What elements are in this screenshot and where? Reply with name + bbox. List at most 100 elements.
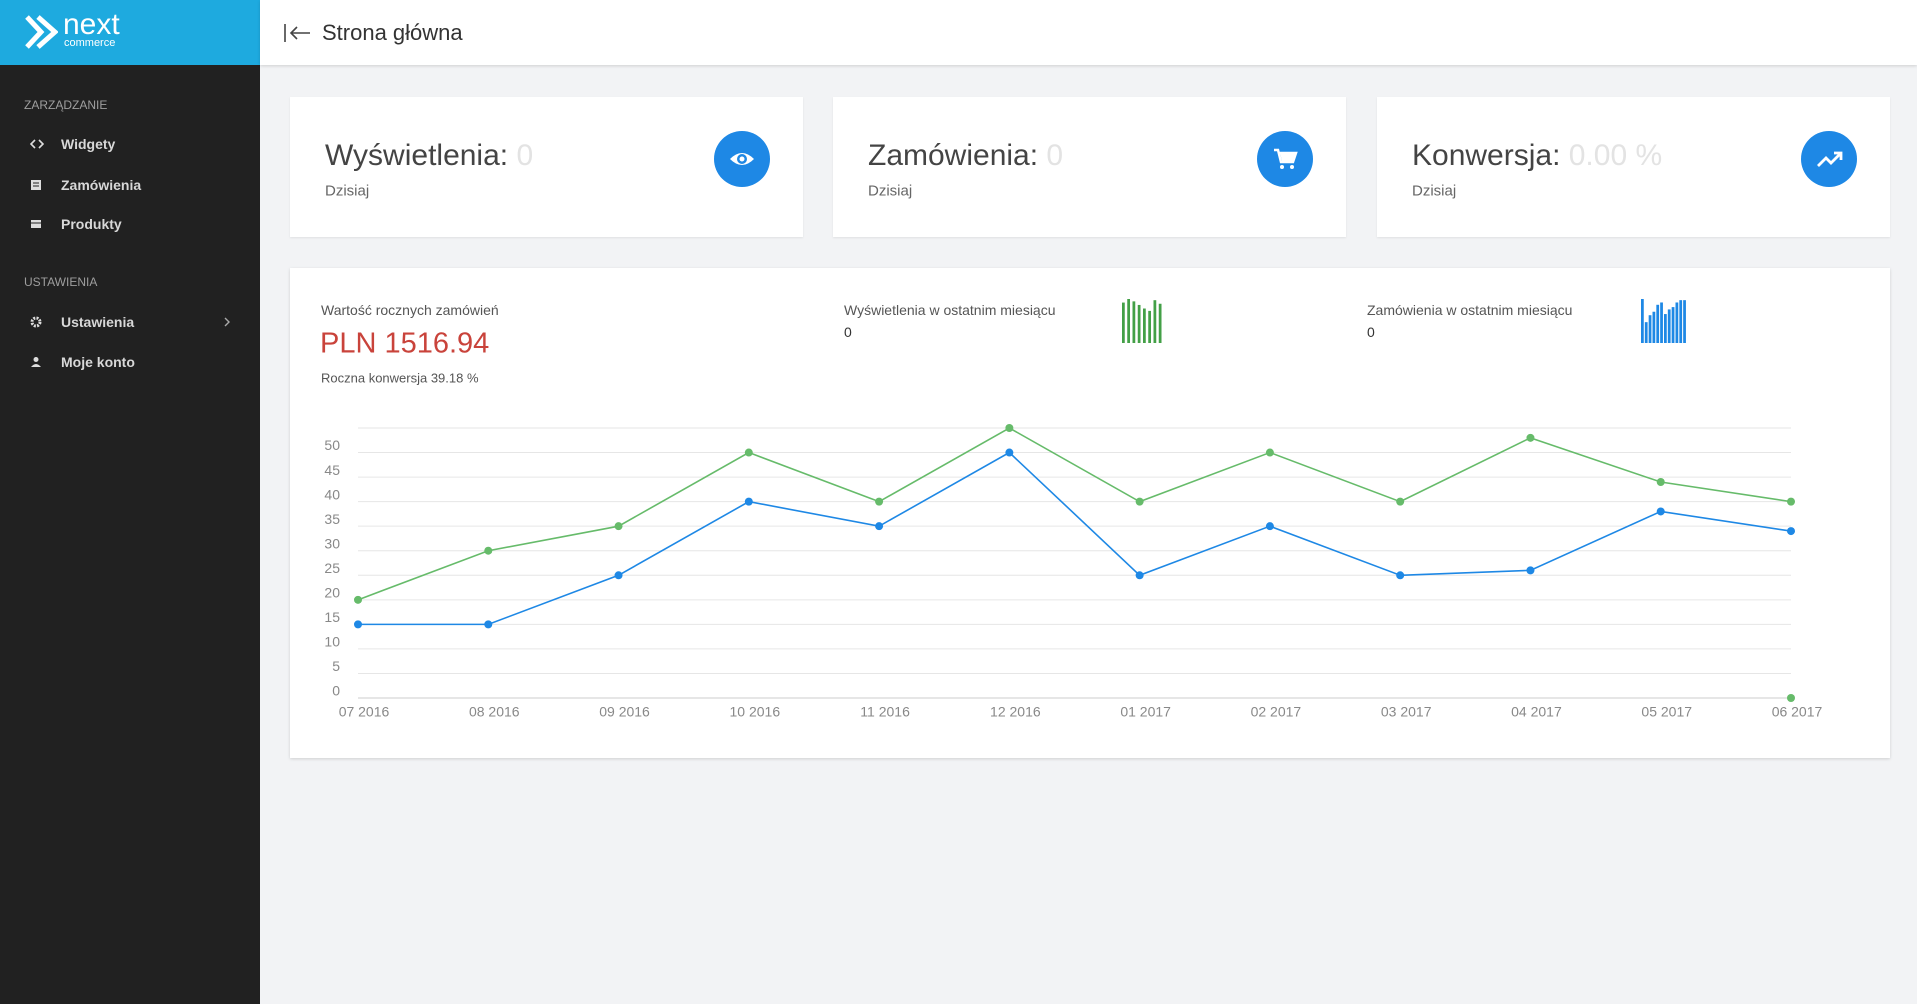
x-tick-label: 11 2016 [860,704,910,720]
card-sub: Dzisiaj [1412,182,1457,200]
card-label: Zamówienia: 0 [868,139,1063,173]
section-title: ZARZĄDZANIE [24,98,108,112]
logo-name: next [63,8,120,41]
logo-mark [25,15,58,49]
data-point [875,497,884,506]
icon [31,220,41,228]
logo-sub: commerce [64,37,116,49]
data-point [1135,497,1144,506]
data-point [354,620,362,629]
icon [31,180,41,190]
y-tick-label: 35 [324,511,340,527]
card-value: 0 [516,139,534,172]
nav-item[interactable]: Zamówienia [61,177,142,193]
x-tick-label: 09 2016 [599,704,650,720]
sparkline [1122,299,1162,343]
spark-bar [1667,309,1671,343]
sidebar: ZARZĄDZANIE Widgety Zamówienia Produkty … [0,0,260,1004]
nav-item[interactable]: Ustawienia [61,314,135,330]
spark-bar [1122,302,1125,343]
line-chart: 0 5 10 15 20 25 30 35 40 45 50 07 2016 08 2016 09 201… [324,424,1823,720]
data-point [1135,571,1144,580]
card-value: 0.00 % [1568,139,1663,172]
stat-title: Wartość rocznych zamówień [321,302,499,318]
x-tick-label: 07 2016 [339,704,390,720]
spark-bar [1137,304,1141,343]
spark-bar [1664,314,1667,343]
stat-card: Wyświetlenia: 0 Dzisiaj [290,97,803,237]
nav-item[interactable]: Produkty [61,216,122,232]
logo[interactable]: next commerce [0,0,260,65]
card-icon [1257,131,1313,187]
card-label: Konwersja: 0.00 % [1412,139,1662,173]
data-point [1526,433,1535,442]
back-button[interactable] [282,22,312,44]
y-tick-label: 10 [324,634,340,650]
data-point [1265,522,1274,531]
card-icon [1801,131,1857,187]
x-tick-label: 04 2017 [1511,704,1562,720]
spark-bar [1652,311,1656,343]
nav-item[interactable]: Widgety [61,136,116,152]
data-point [744,497,753,506]
x-tick-label: 01 2017 [1120,704,1171,720]
data-point [1787,527,1795,536]
spark-bar [1660,302,1663,343]
card-sub: Dzisiaj [868,182,913,200]
spark-bar [1675,302,1679,343]
y-tick-label: 45 [324,462,340,478]
icon [31,357,41,367]
x-tick-label: 02 2017 [1251,704,1302,720]
stat-value: 0 [844,324,852,340]
data-point [1396,571,1405,580]
data-point [614,522,623,531]
card-sub: Dzisiaj [325,182,370,200]
x-tick-label: 12 2016 [990,704,1041,720]
spark-bar [1671,307,1675,343]
icon [30,139,44,149]
x-tick-label: 08 2016 [469,704,520,720]
spark-bar [1644,322,1648,343]
stat-sub: Roczna konwersja 39.18 % [321,370,479,386]
spark-bar [1679,300,1683,343]
series-line [357,427,1792,601]
spark-bar [1153,300,1157,343]
spark-bar [1127,299,1131,343]
spark-bar [1683,300,1686,343]
spark-bar [1132,301,1136,343]
x-tick-label: 05 2017 [1641,704,1692,720]
y-tick-label: 0 [332,683,340,699]
stat-value: 0 [1367,324,1375,340]
y-tick-label: 20 [324,585,340,601]
spark-bar [1648,315,1652,343]
card-label-text: Konwersja: [1412,139,1561,172]
card-label-text: Wyświetlenia: [325,139,509,172]
spark-bar [1656,304,1660,343]
stat-card: Zamówienia: 0 Dzisiaj [833,97,1346,237]
spark-bar [1641,299,1644,343]
data-point [1526,566,1535,575]
stat-value: PLN 1516.94 [320,327,490,360]
data-point [354,595,362,604]
y-tick-label: 15 [324,609,340,625]
spark-bar [1158,303,1162,343]
y-tick-label: 5 [332,658,340,674]
data-point [1787,694,1795,702]
card-label: Wyświetlenia: 0 [325,139,533,173]
spark-bar [1148,310,1152,343]
data-point [1005,424,1014,432]
y-tick-label: 40 [324,486,340,502]
data-point [744,448,753,457]
nav-item[interactable]: Moje konto [61,354,135,370]
card-value: 0 [1046,139,1064,172]
y-tick-label: 50 [324,437,340,453]
x-tick-label: 10 2016 [730,704,781,720]
data-point [484,620,493,629]
chart-panel: Wartość rocznych zamówień PLN 1516.94 Ro… [290,268,1890,758]
sparkline [1641,299,1686,343]
data-point [484,546,493,555]
x-tick-label: 03 2017 [1381,704,1432,720]
data-point [1265,448,1274,457]
data-point [1005,448,1014,457]
series-line [358,451,1792,626]
